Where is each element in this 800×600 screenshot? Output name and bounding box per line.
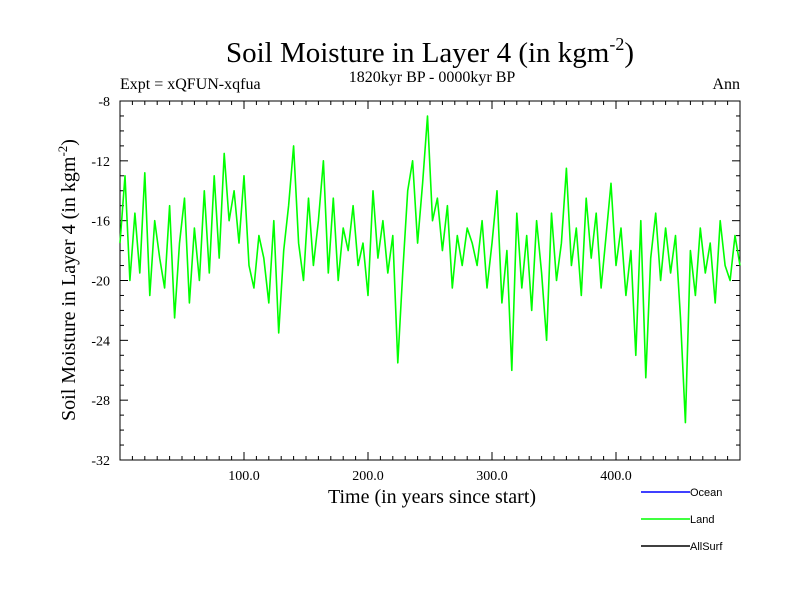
season-label: Ann <box>712 76 740 93</box>
x-tick-label: 100.0 <box>228 469 260 484</box>
x-tick-label: 400.0 <box>600 469 632 484</box>
x-tick-labels: 100.0 200.0 300.0 400.0 <box>228 469 632 484</box>
y-tick-label: -20 <box>91 275 110 290</box>
y-axis-label: Soil Moisture in Layer 4 (in kgm-2) <box>55 139 80 421</box>
series-lines <box>119 115 741 424</box>
y-tick-label: -16 <box>91 215 110 230</box>
y-tick-label: -24 <box>91 334 110 349</box>
x-tick-label: 300.0 <box>476 469 508 484</box>
experiment-label: Expt = xQFUN-xqfua <box>120 76 261 93</box>
chart-title: Soil Moisture in Layer 4 (in kgm-2) <box>226 34 634 69</box>
legend: Ocean Land AllSurf <box>641 487 723 553</box>
y-tick-label: -28 <box>91 394 110 409</box>
y-tick-label: -32 <box>91 454 110 469</box>
y-tick-labels: -32 -28 -24 -20 -16 -12 -8 <box>91 95 110 469</box>
x-axis-label: Time (in years since start) <box>328 486 536 508</box>
legend-label-land: Land <box>690 514 714 526</box>
x-tick-label: 200.0 <box>352 469 384 484</box>
y-tick-label: -12 <box>91 155 110 170</box>
y-tick-label: -8 <box>98 95 110 110</box>
legend-label-ocean: Ocean <box>690 487 722 499</box>
legend-label-allsurf: AllSurf <box>690 541 723 553</box>
series-line-land <box>119 115 741 424</box>
chart-subtitle: 1820kyr BP - 0000kyr BP <box>349 69 516 86</box>
